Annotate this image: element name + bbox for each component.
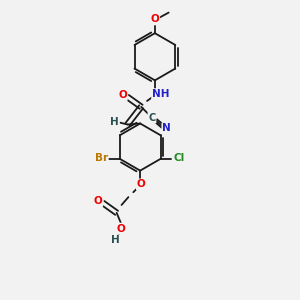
Text: C: C — [148, 112, 156, 123]
Text: Br: Br — [94, 153, 108, 163]
Text: O: O — [94, 196, 102, 206]
Text: N: N — [162, 123, 171, 134]
Text: NH: NH — [152, 89, 169, 99]
Text: Cl: Cl — [174, 153, 185, 163]
Text: O: O — [118, 90, 127, 100]
Text: O: O — [116, 224, 125, 233]
Text: O: O — [137, 179, 146, 189]
Text: O: O — [151, 14, 159, 25]
Text: H: H — [110, 116, 119, 127]
Text: H: H — [111, 235, 120, 245]
